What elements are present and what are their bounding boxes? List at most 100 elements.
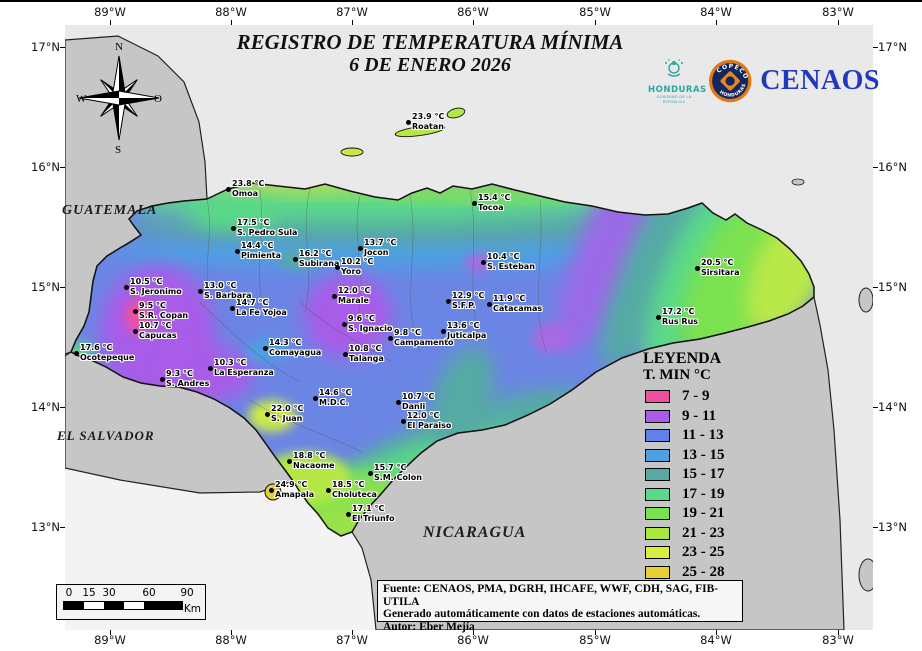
legend: LEYENDA T. MIN °C 7 - 9 9 - 11 11 - 13 13 -… [643, 350, 725, 582]
legend-title: LEYENDA [643, 350, 722, 367]
axis-tick [873, 527, 878, 528]
axis-tick [716, 20, 717, 25]
compass-north-label: N [115, 41, 123, 53]
logo-bar: HONDURAS GOBIERNO DE LA REPÚBLICA COPECO… [648, 52, 880, 110]
axis-tick [60, 527, 65, 528]
legend-row: 25 - 28 [643, 563, 725, 583]
cenaos-logo-text: CENAOS [760, 65, 880, 96]
legend-row: 19 - 21 [643, 504, 725, 524]
axis-label: 88°W [215, 633, 247, 647]
axis-label: 17°N [31, 40, 60, 54]
axis-tick [110, 630, 111, 635]
legend-swatch [645, 409, 670, 423]
scale-bar-segment [84, 602, 104, 609]
axis-tick [352, 630, 353, 635]
scale-bar-numbers: 0 15 30 60 90 [63, 587, 199, 600]
axis-label: 86°W [457, 633, 489, 647]
legend-range-label: 9 - 11 [682, 407, 717, 424]
legend-swatch [645, 429, 670, 443]
legend-swatch [645, 565, 670, 579]
axis-label: 15°N [878, 280, 907, 294]
legend-range-label: 17 - 19 [682, 485, 725, 502]
title-line2: 6 DE ENERO 2026 [349, 54, 511, 76]
axis-label: 87°W [336, 5, 368, 19]
legend-swatch [645, 487, 670, 501]
map-canvas [65, 25, 873, 630]
department-borders [199, 187, 547, 453]
axis-label: 85°W [579, 5, 611, 19]
axis-tick [473, 20, 474, 25]
axis-label: 86°W [457, 5, 489, 19]
axis-label: 17°N [878, 40, 907, 54]
axis-label: 87°W [336, 633, 368, 647]
axis-tick [716, 630, 717, 635]
scale-bar-unit: Km [183, 603, 201, 615]
legend-range-label: 25 - 28 [682, 563, 725, 580]
axis-label: 14°N [31, 400, 60, 414]
country-label: GUATEMALA [62, 203, 158, 218]
legend-row: 23 - 25 [643, 543, 725, 563]
axis-label: 16°N [31, 160, 60, 174]
legend-row: 21 - 23 [643, 524, 725, 544]
legend-range-label: 11 - 13 [682, 427, 724, 444]
source-line1: Fuente: CENAOS, PMA, DGRH, IHCAFE, WWF, … [383, 583, 719, 608]
country-label: NICARAGUA [423, 524, 527, 541]
axis-label: 14°N [878, 400, 907, 414]
axis-label: 15°N [31, 280, 60, 294]
compass-south-label: S [115, 144, 121, 156]
legend-swatch [645, 448, 670, 462]
copeco-logo: COPECO HONDURAS [708, 59, 752, 103]
axis-label: 84°W [700, 633, 732, 647]
legend-row: 11 - 13 [643, 426, 725, 446]
country-label: EL SALVADOR [57, 428, 155, 443]
axis-label: 85°W [579, 633, 611, 647]
scale-bar-bar [63, 601, 183, 610]
axis-label: 13°N [878, 520, 907, 534]
axis-tick [60, 287, 65, 288]
scale-bar-segment [64, 602, 84, 609]
legend-range-label: 19 - 21 [682, 505, 725, 522]
legend-row: 15 - 17 [643, 465, 725, 485]
honduras-logo-label: HONDURAS [648, 84, 707, 95]
axis-tick [838, 630, 839, 635]
legend-row: 17 - 19 [643, 485, 725, 505]
scale-bar-number: 90 [180, 587, 194, 599]
scale-bar-segment [124, 602, 144, 609]
legend-row: 7 - 9 [643, 387, 725, 407]
scale-bar-segment [144, 602, 182, 609]
legend-swatch [645, 507, 670, 521]
legend-range-label: 7 - 9 [682, 388, 710, 405]
axis-label: 89°W [94, 633, 126, 647]
legend-swatch [645, 468, 670, 482]
scale-bar-segment [104, 602, 124, 609]
honduras-gov-logo: HONDURAS GOBIERNO DE LA REPÚBLICA [648, 58, 707, 105]
top-border-line [0, 0, 922, 2]
honduras-outline [70, 182, 815, 537]
legend-swatch [645, 526, 670, 540]
axis-tick [60, 407, 65, 408]
axis-label: 83°W [822, 5, 854, 19]
scale-bar-number: 30 [102, 587, 116, 599]
axis-tick [873, 167, 878, 168]
compass-west-label: W [76, 93, 87, 105]
axis-tick [873, 47, 878, 48]
axis-label: 89°W [94, 5, 126, 19]
axis-tick [110, 20, 111, 25]
axis-label: 83°W [822, 633, 854, 647]
source-box: Fuente: CENAOS, PMA, DGRH, IHCAFE, WWF, … [377, 580, 743, 633]
legend-row: 9 - 11 [643, 407, 725, 427]
legend-range-label: 21 - 23 [682, 524, 725, 541]
axis-label: 16°N [878, 160, 907, 174]
bay-islands [340, 107, 466, 157]
legend-range-label: 23 - 25 [682, 544, 725, 561]
axis-tick [595, 630, 596, 635]
axis-tick [231, 630, 232, 635]
axis-tick [873, 287, 878, 288]
title-line1: REGISTRO DE TEMPERATURA MÍNIMA [236, 30, 624, 54]
axis-tick [352, 20, 353, 25]
honduras-logo-subtext: GOBIERNO DE LA REPÚBLICA [656, 94, 692, 104]
axis-tick [60, 47, 65, 48]
scale-bar-number: 0 [65, 587, 73, 599]
scale-bar: 0 15 30 60 90 Km [56, 584, 206, 620]
